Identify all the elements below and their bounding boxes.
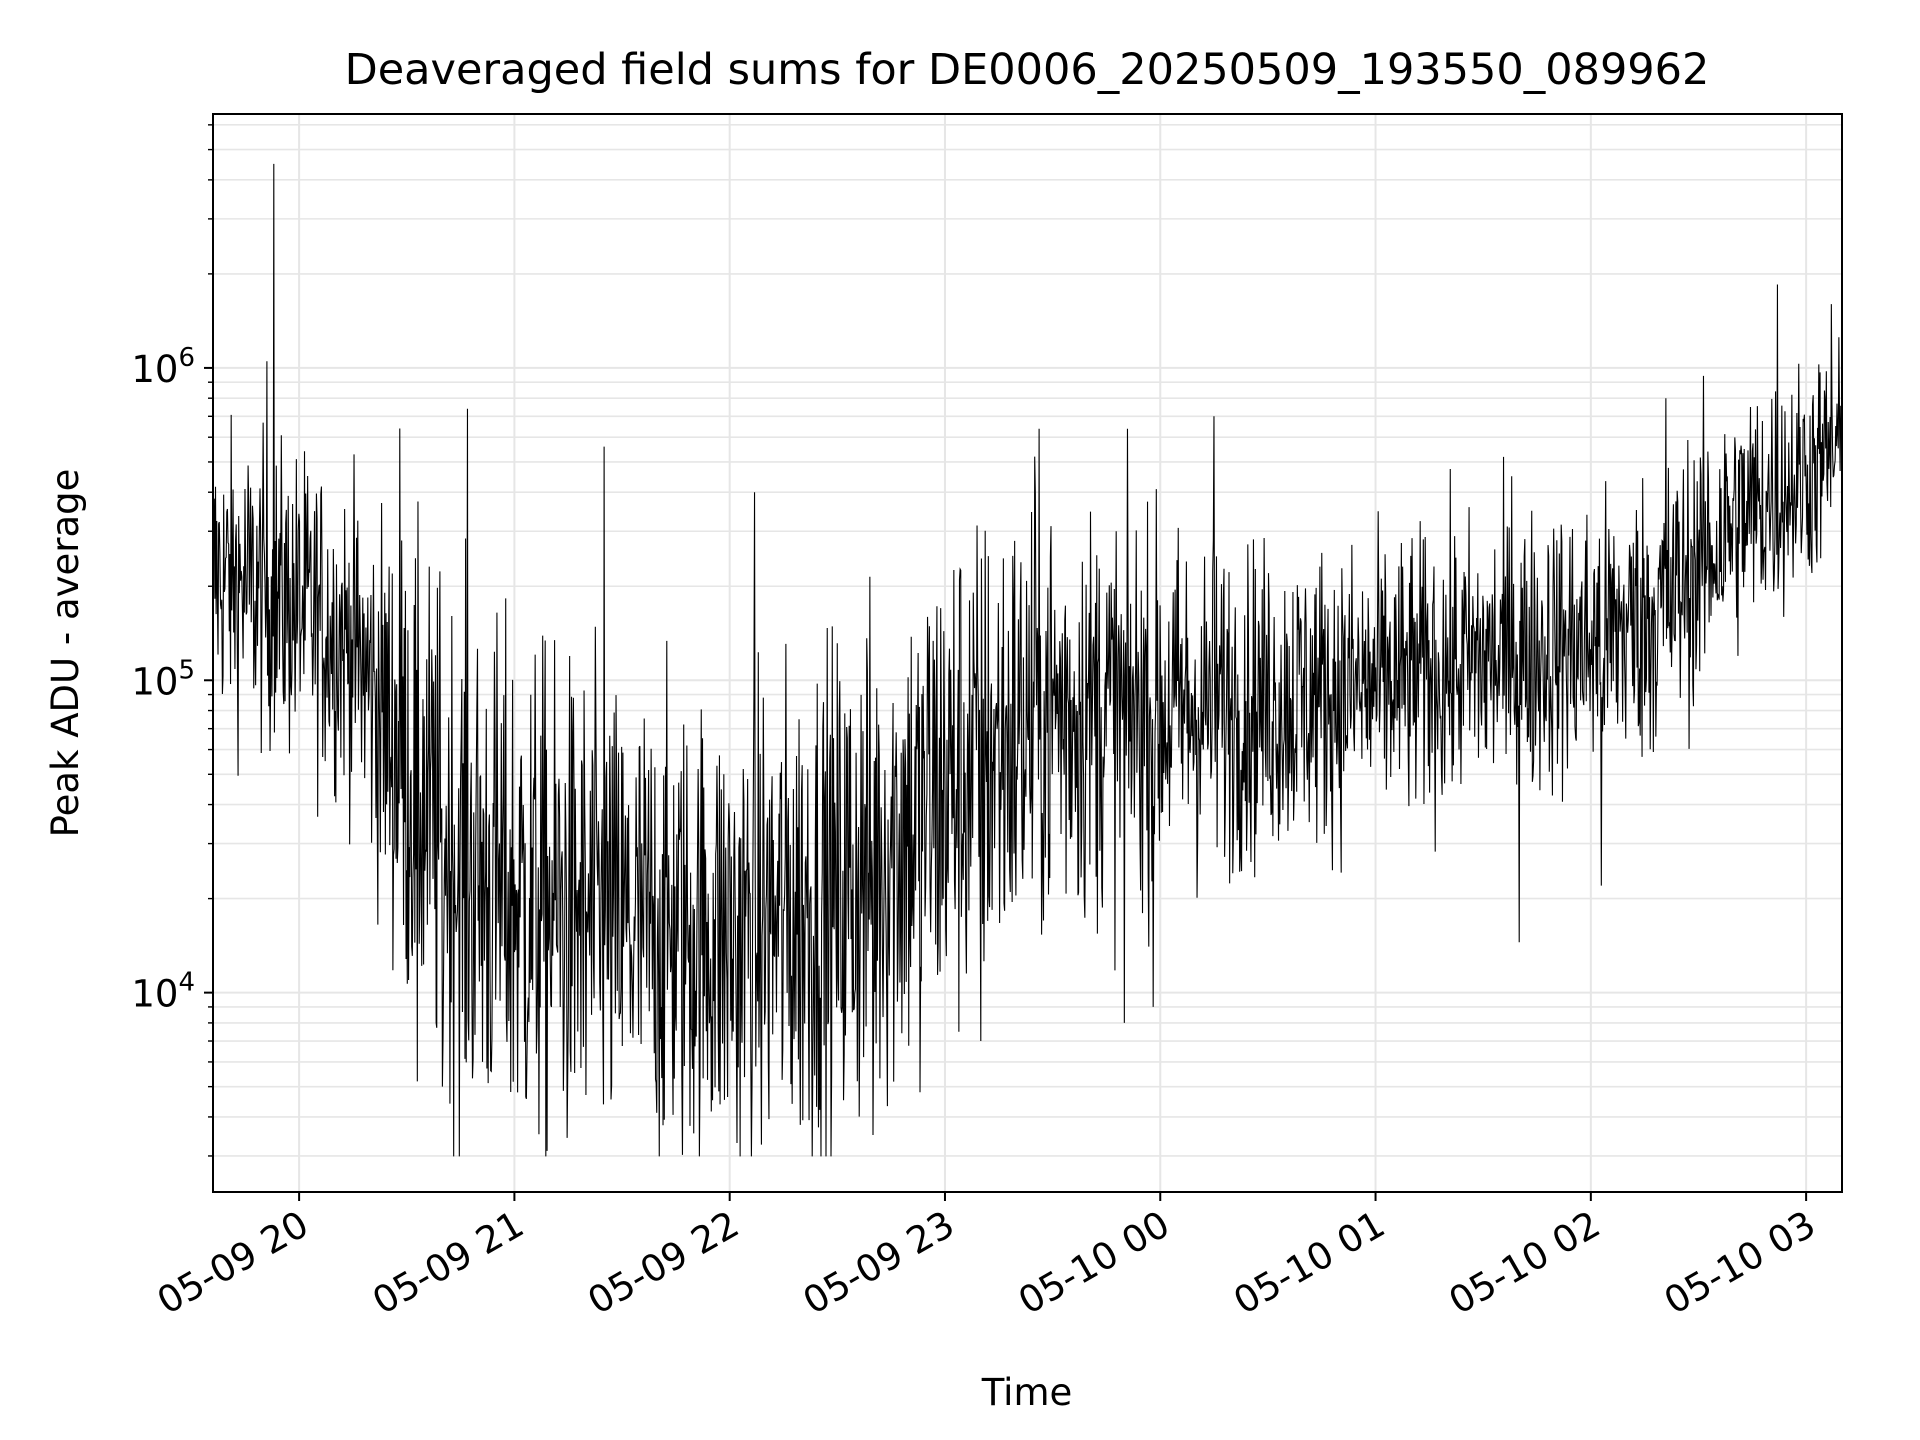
- y-tick-label: 105: [131, 655, 195, 703]
- y-axis-label: Peak ADU - average: [44, 469, 87, 838]
- x-axis-label: Time: [981, 1371, 1073, 1414]
- y-tick-label: 106: [131, 343, 195, 391]
- y-tick-label: 104: [131, 968, 195, 1016]
- series-line: [213, 163, 1842, 1157]
- chart-title: Deaveraged field sums for DE0006_2025050…: [345, 45, 1710, 95]
- plot-frame: [212, 113, 1843, 1193]
- y-axis: 104 105 106: [131, 124, 213, 1157]
- x-grid: [298, 114, 1808, 1192]
